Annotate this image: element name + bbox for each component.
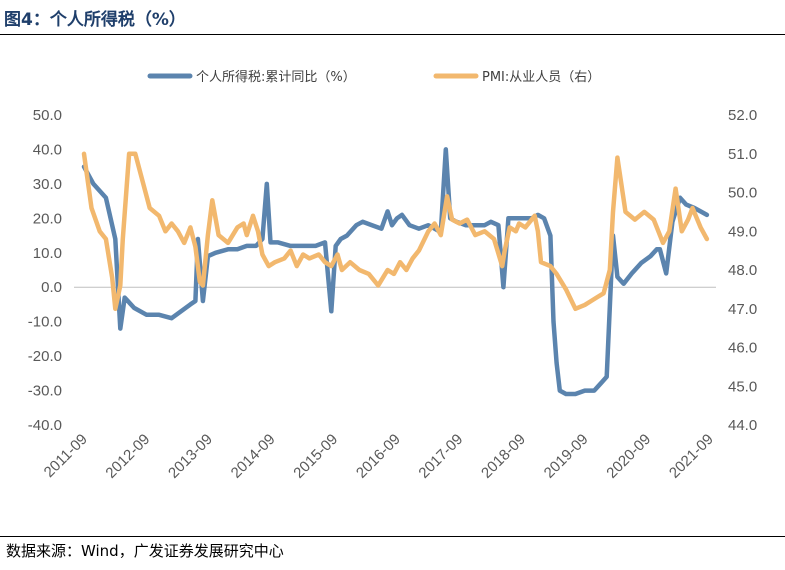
left-tick-label: -20.0	[28, 348, 62, 365]
right-tick-label: 52.0	[728, 107, 757, 124]
x-tick-label: 2016-09	[353, 431, 404, 482]
right-tick-label: 51.0	[728, 146, 757, 163]
figure-title: 图4：个人所得税（%）	[4, 10, 186, 30]
right-tick-label: 44.0	[728, 417, 757, 434]
bottom-rule	[0, 536, 785, 537]
x-tick-label: 2014-09	[228, 431, 279, 482]
right-tick-label: 50.0	[728, 185, 757, 202]
left-tick-label: -30.0	[28, 383, 62, 400]
left-tick-label: 10.0	[33, 245, 62, 262]
series-line-pmi-employment	[81, 151, 710, 312]
series-layer	[81, 147, 710, 397]
x-tick-label: 2018-09	[478, 431, 529, 482]
right-axis: 52.0 51.0 50.0 49.0 48.0 47.0 46.0 45.0 44.0	[728, 107, 757, 434]
legend-label: 个人所得税:累计同比（%）	[196, 69, 356, 85]
chart: 50.0 40.0 30.0 20.0 10.0 0.0 -10.0 -20.0 -30.0 -4…	[28, 69, 757, 482]
left-tick-label: 30.0	[33, 176, 62, 193]
x-tick-label: 2013-09	[165, 431, 216, 482]
x-tick-label: 2021-09	[666, 431, 717, 482]
right-tick-label: 46.0	[728, 340, 757, 357]
x-tick-label: 2015-09	[290, 431, 341, 482]
left-tick-label: -10.0	[28, 314, 62, 331]
x-tick-label: 2020-09	[603, 431, 654, 482]
right-tick-label: 47.0	[728, 301, 757, 318]
x-tick-label: 2012-09	[102, 431, 153, 482]
left-tick-label: 20.0	[33, 210, 62, 227]
top-rule	[0, 34, 785, 35]
legend-label: PMI:从业人员（右）	[482, 70, 600, 85]
left-tick-label: -40.0	[28, 417, 62, 434]
x-tick-label: 2019-09	[541, 431, 592, 482]
x-axis: 2011-09 2012-09 2013-09 2014-09 2015-09 2016-…	[41, 431, 717, 482]
left-tick-label: 0.0	[41, 279, 62, 296]
x-tick-label: 2017-09	[415, 431, 466, 482]
x-tick-label: 2011-09	[41, 431, 91, 481]
left-tick-label: 50.0	[33, 107, 62, 124]
right-tick-label: 48.0	[728, 262, 757, 279]
left-axis: 50.0 40.0 30.0 20.0 10.0 0.0 -10.0 -20.0 -30.0 -4…	[28, 107, 62, 434]
right-tick-label: 45.0	[728, 378, 757, 395]
right-tick-label: 49.0	[728, 223, 757, 240]
left-tick-label: 40.0	[33, 141, 62, 158]
source-note: 数据来源：Wind，广发证券发展研究中心	[6, 542, 284, 560]
legend: 个人所得税:累计同比（%） PMI:从业人员（右）	[147, 69, 600, 85]
